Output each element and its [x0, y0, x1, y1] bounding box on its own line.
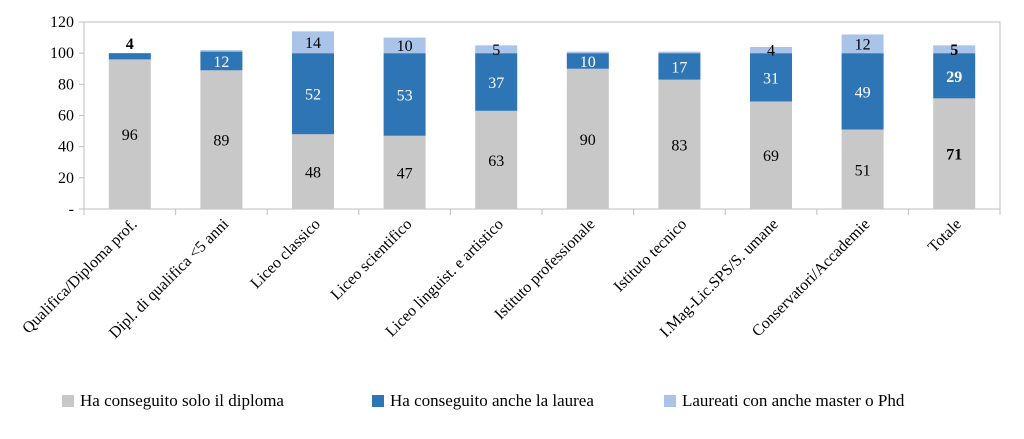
data-label: 5: [492, 42, 500, 59]
bar-segment: [658, 53, 701, 80]
data-label: 29: [946, 69, 962, 86]
x-category-label: Istituto tecnico: [611, 216, 691, 296]
bar-segment: [658, 79, 701, 210]
data-label: 52: [305, 87, 321, 104]
legend-label: Laureati con anche master o Phd: [682, 391, 905, 410]
data-label: 89: [213, 133, 229, 150]
y-tick-label: 40: [58, 139, 74, 156]
data-label: 4: [767, 43, 775, 60]
x-category-label: Istituto professionale: [491, 216, 598, 323]
bar-segment: [750, 46, 792, 54]
legend-label: Ha conseguito anche la laurea: [390, 391, 594, 410]
data-label: 96: [122, 127, 138, 144]
data-label: 53: [397, 87, 413, 104]
bar-segment: [292, 134, 334, 209]
bar-segment: [841, 129, 884, 209]
data-label: 51: [855, 162, 871, 179]
x-category-label: Totale: [925, 216, 965, 256]
y-tick-label: -: [69, 201, 74, 218]
data-label: 10: [397, 38, 413, 55]
annotation-label: 4: [126, 36, 134, 53]
bar-segment: [566, 68, 609, 209]
bar-segment: [566, 51, 609, 54]
data-label: 83: [671, 137, 687, 154]
data-label: 10: [580, 54, 596, 71]
data-label: 48: [305, 165, 321, 182]
y-tick-label: 100: [50, 45, 74, 62]
legend-swatch: [664, 395, 676, 407]
bar-segment: [475, 45, 518, 54]
bar-segment: [933, 45, 976, 54]
bar-segment: [750, 101, 792, 209]
legend-swatch: [372, 395, 384, 407]
bar-segment: [475, 53, 518, 111]
bar-segment: [200, 50, 243, 52]
bar-segment: [383, 135, 426, 209]
y-tick-label: 20: [58, 170, 74, 187]
data-label: 5: [950, 42, 958, 59]
legend-swatch: [62, 395, 74, 407]
bar-segment: [292, 53, 334, 135]
bar-segment: [933, 98, 976, 209]
y-tick-label: 80: [58, 76, 74, 93]
bar-segment: [108, 59, 151, 210]
bar-segment: [200, 51, 243, 71]
bar-segment: [475, 110, 518, 209]
y-tick-label: 60: [58, 108, 74, 125]
bar-segment: [108, 53, 151, 60]
bar-segment: [566, 53, 609, 69]
bar-segment: [200, 70, 243, 209]
data-label: 71: [946, 147, 962, 164]
bar-segment: [292, 31, 334, 54]
data-label: 12: [213, 54, 229, 71]
data-label: 47: [397, 165, 413, 182]
bar-segment: [383, 37, 426, 54]
bar-segment: [750, 53, 792, 102]
data-label: 12: [855, 36, 871, 53]
data-label: 31: [763, 70, 779, 87]
data-label: 90: [580, 132, 596, 149]
data-label: 49: [855, 84, 871, 101]
bar-segment: [841, 34, 884, 54]
y-tick-label: 120: [50, 14, 74, 31]
data-label: 14: [305, 35, 321, 52]
x-category-label: Liceo scientifico: [328, 216, 416, 304]
bar-segment: [383, 53, 426, 136]
x-category-label: Liceo classico: [247, 216, 323, 292]
bar-segment: [933, 53, 976, 99]
legend-label: Ha conseguito solo il diploma: [80, 391, 284, 410]
bar-segment: [841, 53, 884, 130]
data-label: 63: [488, 153, 504, 170]
data-label: 17: [671, 59, 687, 76]
data-label: 69: [763, 148, 779, 165]
data-label: 37: [488, 75, 504, 92]
bar-segment: [658, 51, 701, 54]
